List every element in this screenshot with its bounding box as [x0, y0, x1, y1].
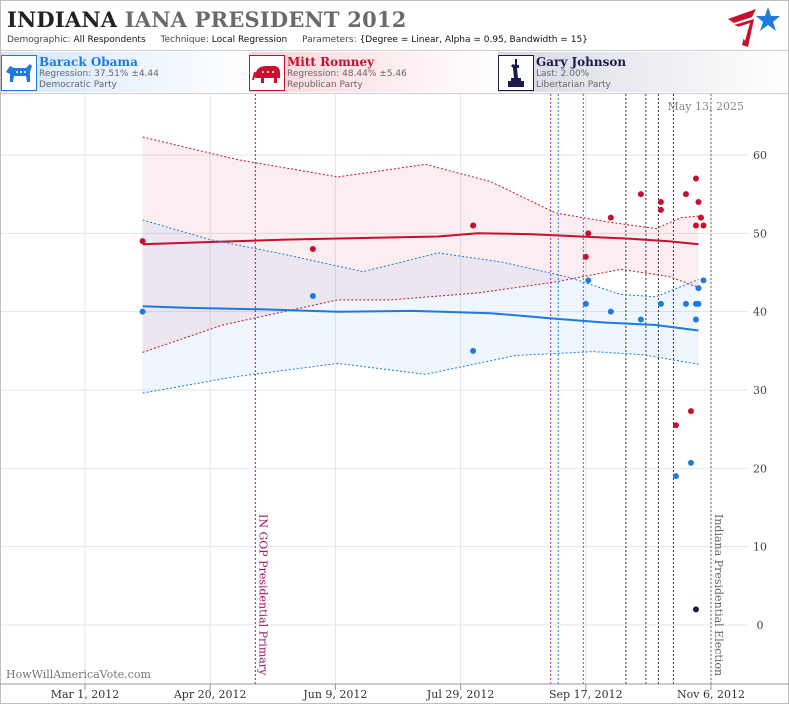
technique-label: Technique:	[160, 35, 209, 45]
technique-value: Local Regression	[211, 35, 288, 45]
candidate-card-obama[interactable]: Barack Obama Regression: 37.51% ±4.44 De…	[1, 52, 249, 92]
candidate-card-johnson[interactable]: Gary Johnson Last: 2.00% Libertarian Par…	[498, 52, 788, 92]
candidate-party: Republican Party	[287, 80, 363, 90]
candidate-stat: Last: 2.00%	[536, 69, 590, 79]
candidate-name: Mitt Romney	[287, 55, 375, 69]
parameters-row: Demographic: All Respondents Technique: …	[7, 35, 600, 45]
candidate-name: Gary Johnson	[536, 55, 627, 69]
candidate-party: Democratic Party	[39, 80, 117, 90]
donkey-icon	[1, 55, 37, 91]
candidate-stat: Regression: 37.51% ±4.44	[39, 69, 159, 79]
demographic-label: Demographic:	[7, 35, 71, 45]
statue-of-liberty-icon	[498, 55, 534, 91]
elephant-icon	[249, 55, 285, 91]
page-title: INDIANA IANA PRESIDENT 2012	[7, 7, 407, 32]
candidate-party: Libertarian Party	[536, 80, 611, 90]
parameters-value: {Degree = Linear, Alpha = 0.95, Bandwidt…	[359, 35, 588, 45]
site-logo	[728, 7, 780, 47]
candidate-stat: Regression: 48.44% ±5.46	[287, 69, 407, 79]
demographic-value: All Respondents	[73, 35, 146, 45]
state-title: INDIANA	[7, 7, 118, 32]
candidate-card-romney[interactable]: Mitt Romney Regression: 48.44% ±5.46 Rep…	[249, 52, 498, 92]
header: INDIANA IANA PRESIDENT 2012 Demographic:…	[1, 1, 788, 51]
parameters-label: Parameters:	[302, 35, 357, 45]
candidate-legend: Barack Obama Regression: 37.51% ±4.44 De…	[1, 52, 788, 94]
candidate-name: Barack Obama	[39, 55, 138, 69]
race-title: IANA PRESIDENT 2012	[124, 7, 407, 32]
